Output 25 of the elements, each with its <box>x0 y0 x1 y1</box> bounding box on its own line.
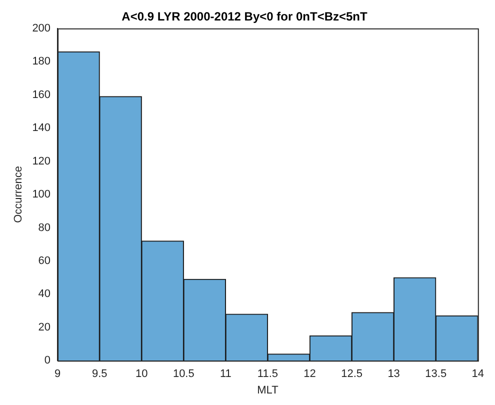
y-tick-label: 140 <box>32 122 51 134</box>
y-tick-label: 80 <box>38 222 51 234</box>
x-tick-label: 10 <box>135 368 148 380</box>
x-tick-label: 9.5 <box>92 368 108 380</box>
x-tick-label: 11.5 <box>257 368 278 380</box>
x-tick-label: 10.5 <box>172 368 194 380</box>
chart-title: A<0.9 LYR 2000-2012 By<0 for 0nT<Bz<5nT <box>122 10 368 24</box>
x-tick-label: 14 <box>472 368 484 380</box>
x-tick-label: 11 <box>220 368 232 380</box>
y-axis-title: Occurrence <box>12 166 25 223</box>
y-tick-label: 60 <box>38 254 51 267</box>
x-tick-label: 12.5 <box>341 368 362 380</box>
y-tick-label: 40 <box>38 288 51 300</box>
x-tick-label: 13.5 <box>425 368 447 380</box>
x-tick-label: 9 <box>54 368 61 380</box>
x-tick-label: 12 <box>304 368 316 380</box>
y-tick-label: 100 <box>32 188 51 201</box>
y-tick-label: 200 <box>32 22 51 34</box>
x-tick-label: 13 <box>388 368 400 380</box>
y-tick-label: 120 <box>32 155 51 168</box>
y-tick-label: 0 <box>44 354 51 367</box>
y-tick-label: 20 <box>38 321 51 334</box>
x-axis-title: MLT <box>257 384 279 396</box>
y-tick-label: 180 <box>32 56 51 68</box>
y-tick-label: 160 <box>32 88 51 101</box>
